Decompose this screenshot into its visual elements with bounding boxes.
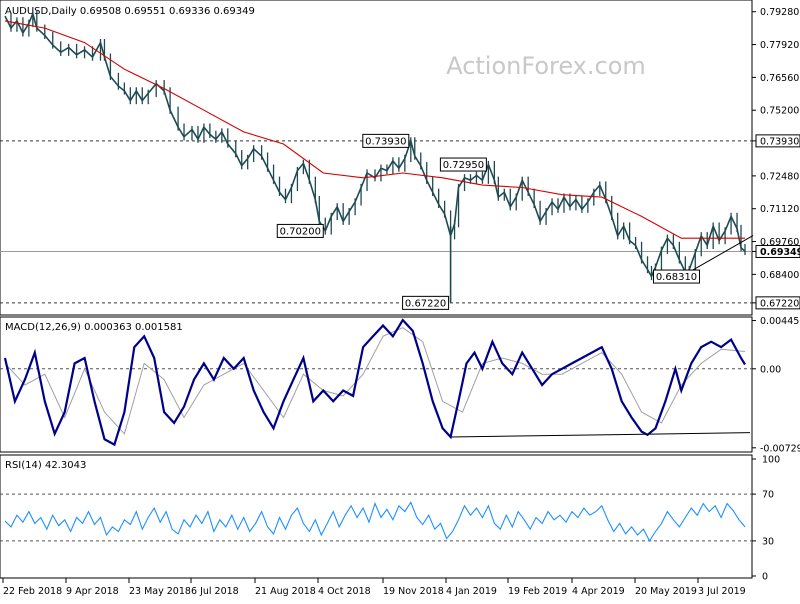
y-tick-label: 0.72480 bbox=[760, 171, 799, 182]
axis-layer: 0.79280 0.77920 0.76560 0.75200 0.73930 0.724… bbox=[2, 7, 800, 597]
x-tick-label: 19 Feb 2019 bbox=[508, 586, 567, 597]
y-tick-label: 0.76560 bbox=[760, 73, 799, 84]
x-tick-label: 20 May 2019 bbox=[635, 586, 697, 597]
moving-average-line bbox=[4, 20, 745, 239]
macd-tick-label: 0.00 bbox=[760, 364, 781, 375]
macd-panel-frame bbox=[0, 316, 753, 453]
y-tick-label: 0.79280 bbox=[760, 7, 799, 18]
macd-trendline bbox=[450, 432, 751, 438]
x-tick-label: 3 Jul 2019 bbox=[698, 586, 746, 597]
macd-label: MACD(12,26,9) 0.000363 0.001581 bbox=[5, 322, 183, 333]
annotation-box bbox=[276, 223, 324, 238]
x-tick-label: 4 Oct 2018 bbox=[318, 586, 371, 597]
x-tick-label: 22 Feb 2018 bbox=[3, 586, 62, 597]
y-tick-label: 0.68400 bbox=[760, 270, 799, 281]
x-tick-label: 21 Aug 2018 bbox=[255, 586, 316, 597]
annotation-box bbox=[653, 269, 701, 284]
macd-tick-label: 0.004456 bbox=[760, 316, 800, 327]
y-tick-label: 0.77920 bbox=[760, 40, 799, 51]
rsi-tick-label: 0 bbox=[762, 572, 768, 583]
y-tick-label: 0.71120 bbox=[760, 204, 799, 215]
x-tick-label: 9 Apr 2018 bbox=[66, 586, 119, 597]
macd-signal-line bbox=[4, 327, 746, 435]
y-tick-highlight bbox=[755, 244, 800, 258]
annotation-label: 0.68310 bbox=[656, 272, 697, 283]
rsi-layer bbox=[0, 493, 752, 543]
x-tick-label: 23 May 2018 bbox=[129, 586, 191, 597]
macd-layer bbox=[0, 318, 752, 447]
x-tick-label: 4 Jan 2019 bbox=[446, 586, 497, 597]
main-price-layer: 0.73930 0.72950 0.70200 0.67220 0.68310 bbox=[0, 10, 754, 310]
y-tick-label: 0.69349 bbox=[760, 247, 800, 258]
y-tick-label: 0.67220 bbox=[760, 298, 799, 309]
watermark: ActionForex.com bbox=[446, 52, 646, 80]
annotation-box bbox=[402, 295, 450, 310]
main-panel-frame bbox=[0, 0, 753, 316]
annotation-label: 0.70200 bbox=[280, 226, 321, 237]
rsi-panel-frame bbox=[0, 454, 753, 579]
x-tick-label: 6 Jul 2018 bbox=[191, 586, 239, 597]
rsi-tick-label: 100 bbox=[762, 455, 780, 466]
chart-header: AUDUSD,Daily 0.69508 0.69551 0.69336 0.6… bbox=[5, 6, 255, 17]
annotation-box bbox=[362, 133, 410, 148]
y-tick-label: 0.69760 bbox=[760, 237, 799, 248]
annotation-label: 0.72950 bbox=[443, 160, 484, 171]
macd-line bbox=[3, 318, 746, 447]
annotation-box bbox=[439, 157, 487, 172]
y-tick-label: 0.73930 bbox=[760, 136, 799, 147]
y-tick-highlight bbox=[755, 296, 800, 310]
price-line bbox=[4, 11, 746, 279]
annotation-label: 0.67220 bbox=[405, 298, 446, 309]
rsi-line bbox=[4, 501, 746, 543]
macd-tick-label: -0.007298 bbox=[760, 443, 800, 454]
x-tick-label: 4 Apr 2019 bbox=[572, 586, 625, 597]
rsi-label: RSI(14) 42.3043 bbox=[5, 460, 86, 471]
rsi-tick-label: 70 bbox=[762, 490, 774, 501]
x-tick-label: 19 Nov 2018 bbox=[383, 586, 444, 597]
y-tick-highlight bbox=[755, 134, 800, 148]
rsi-tick-label: 30 bbox=[762, 536, 774, 547]
annotation-label: 0.73930 bbox=[365, 136, 406, 147]
y-tick-label: 0.75200 bbox=[760, 106, 799, 117]
